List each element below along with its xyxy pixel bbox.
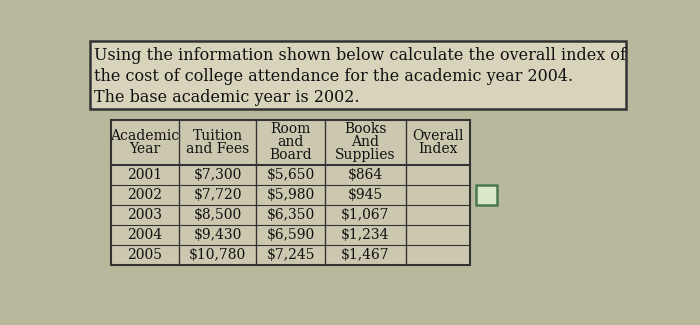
Text: Year: Year [130,142,160,156]
Text: The base academic year is 2002.: The base academic year is 2002. [94,89,360,106]
Text: Supplies: Supplies [335,148,396,162]
Text: Overall: Overall [412,129,463,143]
Text: Index: Index [418,142,458,156]
Text: 2002: 2002 [127,188,162,202]
Text: $945: $945 [348,188,383,202]
Text: Room: Room [270,122,311,136]
Bar [90,41,626,109]
Text: $5,650: $5,650 [267,167,315,182]
Bar [476,185,498,204]
Text: 2004: 2004 [127,227,162,241]
Text: Tuition: Tuition [193,129,243,143]
Text: $7,300: $7,300 [193,167,242,182]
Text: 2003: 2003 [127,208,162,222]
Text: $10,780: $10,780 [189,248,246,262]
Text: $8,500: $8,500 [194,208,241,222]
Text: And: And [351,135,379,149]
Text: the cost of college attendance for the academic year 2004.: the cost of college attendance for the a… [94,68,573,85]
Text: $864: $864 [348,167,383,182]
Text: Academic: Academic [111,129,179,143]
Text: Board: Board [270,148,312,162]
Text: 2005: 2005 [127,248,162,262]
Text: $9,430: $9,430 [193,227,242,241]
Text: $6,350: $6,350 [267,208,315,222]
Text: $1,067: $1,067 [341,208,390,222]
Text: and Fees: and Fees [186,142,249,156]
Text: $6,590: $6,590 [267,227,315,241]
Text: $5,980: $5,980 [267,188,315,202]
Text: $7,720: $7,720 [193,188,242,202]
Text: and: and [277,135,304,149]
Text: $1,467: $1,467 [341,248,390,262]
Text: $7,245: $7,245 [266,248,315,262]
Bar [111,120,470,265]
Text: Using the information shown below calculate the overall index of: Using the information shown below calcul… [94,47,626,64]
Text: $1,234: $1,234 [341,227,390,241]
Text: 2001: 2001 [127,167,162,182]
Text: Books: Books [344,122,386,136]
